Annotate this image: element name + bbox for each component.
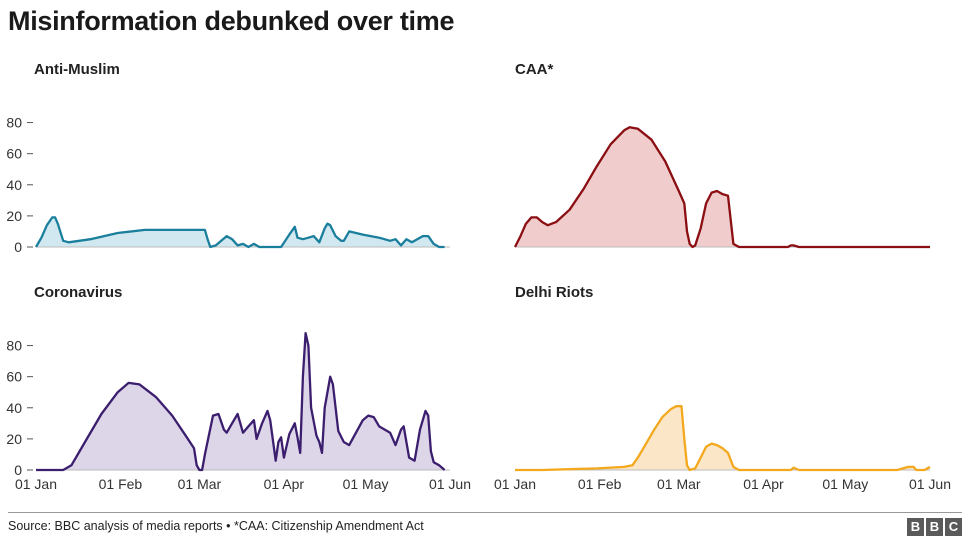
x-tick-label: 01 Apr: [743, 476, 784, 492]
logo-letter: B: [926, 518, 943, 536]
footer-divider: [8, 512, 962, 513]
y-tick-label: 20: [6, 431, 22, 447]
series-line: [515, 405, 931, 472]
chart-panel: Coronavirus 0 20 40 60 80 01 Jan 01 Feb 01 Mar 01…: [6, 284, 471, 492]
panel-title: Coronavirus: [34, 284, 122, 301]
y-tick-label: 80: [6, 115, 22, 131]
x-tick-label: 01 May: [822, 476, 868, 492]
y-tick-label: 60: [6, 146, 22, 162]
x-tick-label: 01 Jun: [429, 476, 471, 492]
series-area: [36, 217, 445, 247]
series-line: [513, 126, 930, 249]
panel-title: Delhi Riots: [515, 284, 593, 301]
panel-title: CAA*: [515, 61, 553, 78]
chart-panel: CAA*: [513, 61, 930, 249]
chart-panel: Anti-Muslim 0 20 40 60 80: [6, 61, 450, 255]
x-tick-label: 01 Jan: [15, 476, 57, 492]
y-tick-label: 60: [6, 369, 22, 385]
x-tick-label: 01 Feb: [99, 476, 143, 492]
y-tick-label: 0: [14, 239, 22, 255]
page-title: Misinformation debunked over time: [8, 6, 455, 36]
series-line: [36, 331, 446, 472]
y-tick-label: 40: [6, 177, 22, 193]
panel-title: Anti-Muslim: [34, 61, 120, 78]
y-tick-label: 20: [6, 208, 22, 224]
series-area: [515, 406, 930, 470]
x-tick-label: 01 May: [343, 476, 389, 492]
logo-letter: C: [945, 518, 962, 536]
series-area: [515, 127, 930, 247]
x-tick-label: 01 Mar: [178, 476, 222, 492]
series-area: [36, 333, 445, 470]
logo-letter: B: [907, 518, 924, 536]
y-tick-label: 0: [14, 462, 22, 478]
x-tick-label: 01 Apr: [264, 476, 305, 492]
series-line: [35, 216, 445, 249]
x-tick-label: 01 Mar: [657, 476, 701, 492]
bbc-logo: B B C: [907, 518, 962, 536]
x-tick-label: 01 Jun: [909, 476, 951, 492]
chart-panel: Delhi Riots 01 Jan 01 Feb 01 Mar 01 Apr 01 Ma…: [494, 284, 951, 492]
y-tick-label: 80: [6, 338, 22, 354]
y-tick-label: 40: [6, 400, 22, 416]
x-tick-label: 01 Jan: [494, 476, 536, 492]
x-tick-label: 01 Feb: [578, 476, 622, 492]
source-note: Source: BBC analysis of media reports • …: [8, 519, 424, 533]
